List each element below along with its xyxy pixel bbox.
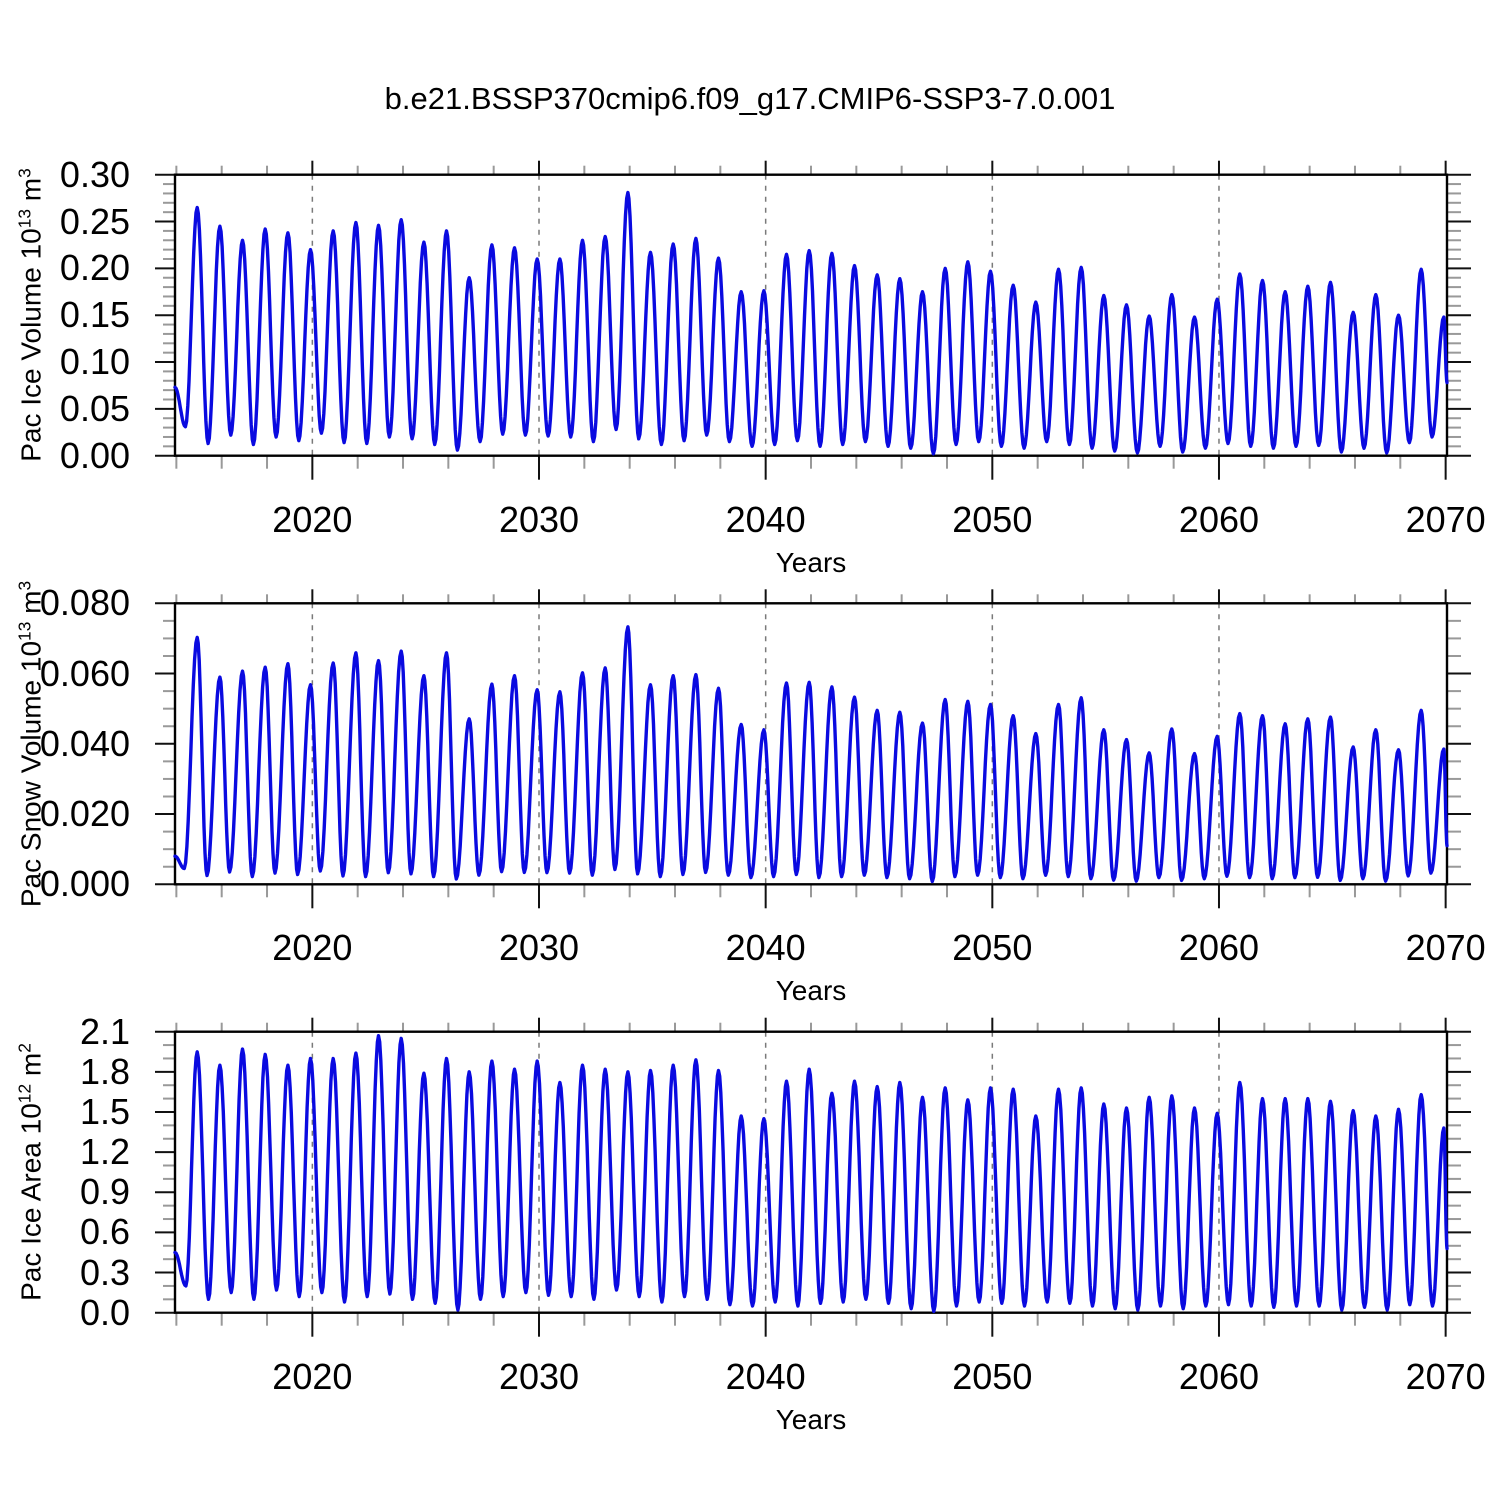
y-axis-title-text: m: [15, 178, 47, 210]
figure-title: b.e21.BSSP370cmip6.f09_g17.CMIP6-SSP3-7.…: [384, 81, 1116, 116]
y-axis-title-superscript: 13: [14, 209, 35, 229]
x-tick-label: 2040: [725, 927, 806, 969]
x-tick-label: 2020: [272, 1355, 353, 1397]
y-tick-label: 0.10: [59, 341, 130, 383]
x-tick-label: 2050: [952, 1355, 1033, 1397]
y-tick-label: 0.9: [79, 1171, 130, 1213]
y-tick-label: 1.2: [79, 1131, 130, 1173]
x-tick-label: 2040: [725, 498, 806, 540]
x-tick-label: 2030: [498, 927, 580, 969]
series-line-pac-ice-area: [173, 1034, 1449, 1314]
plot-frame: [173, 173, 1449, 457]
x-tick-label: 2020: [272, 498, 353, 540]
y-tick-label: 0.0: [79, 1291, 130, 1333]
y-axis-title-pac-ice-area: Pac Ice Area 1012 m2: [9, 1043, 46, 1301]
y-tick-label: 0.20: [59, 247, 130, 289]
x-tick-label: 2040: [725, 1355, 806, 1397]
y-tick-label: 0.00: [59, 434, 130, 476]
plot-frame: [173, 1030, 1449, 1314]
y-axis-title-superscript: 2: [14, 1043, 35, 1053]
series-line-pac-ice-volume: [173, 190, 1449, 456]
y-axis-title-text: Pac Snow Volume 10: [15, 640, 47, 907]
y-axis-title-superscript: 13: [14, 621, 35, 641]
y-tick-label: 0.3: [79, 1251, 130, 1293]
x-tick-label: 2050: [952, 498, 1033, 540]
y-axis-title-text: Pac Ice Volume 10: [15, 228, 47, 462]
x-tick-label: 2060: [1178, 927, 1260, 969]
series-line-pac-snow-volume: [173, 625, 1449, 884]
y-tick-label: 0.040: [39, 722, 130, 764]
y-tick-label: 0.15: [59, 294, 130, 336]
y-axis-title-pac-snow-volume: Pac Snow Volume 1013 m3: [9, 581, 46, 907]
x-tick-label: 2070: [1405, 927, 1486, 969]
y-tick-label: 0.6: [79, 1211, 130, 1253]
x-tick-label: 2060: [1178, 498, 1260, 540]
y-tick-label: 0.000: [39, 863, 130, 905]
y-axis-title-superscript: 12: [14, 1084, 35, 1104]
y-axis-title-pac-ice-volume: Pac Ice Volume 1013 m3: [9, 168, 46, 462]
y-tick-label: 0.020: [39, 793, 130, 835]
y-tick-label: 0.05: [59, 387, 130, 429]
x-tick-label: 2070: [1405, 498, 1486, 540]
chart-panel-pac-ice-area: [155, 1017, 1471, 1337]
x-axis-title: Years: [775, 1403, 847, 1435]
y-tick-label: 0.080: [39, 582, 130, 624]
y-tick-label: 0.060: [39, 652, 130, 694]
x-tick-label: 2030: [498, 1355, 580, 1397]
plot-frame: [173, 602, 1449, 886]
y-tick-label: 2.1: [79, 1010, 130, 1052]
x-tick-label: 2070: [1405, 1355, 1486, 1397]
x-tick-label: 2030: [498, 498, 580, 540]
y-axis-title-superscript: 3: [14, 580, 35, 591]
y-axis-title-text: m: [15, 590, 47, 622]
y-tick-label: 1.5: [79, 1090, 130, 1132]
y-tick-label: 0.30: [59, 153, 130, 195]
x-tick-label: 2060: [1178, 1355, 1260, 1397]
x-axis-title: Years: [775, 975, 847, 1007]
x-tick-label: 2050: [952, 927, 1033, 969]
chart-panel-pac-ice-volume: [155, 160, 1471, 480]
y-axis-title-text: Pac Ice Area 10: [15, 1103, 47, 1302]
x-axis-title: Years: [775, 546, 847, 578]
y-axis-title-superscript: 3: [14, 168, 35, 179]
y-tick-label: 1.8: [79, 1050, 130, 1092]
y-axis-title-text: m: [15, 1052, 47, 1085]
y-tick-label: 0.25: [59, 200, 130, 242]
chart-panel-pac-snow-volume: [155, 589, 1471, 909]
x-tick-label: 2020: [272, 927, 353, 969]
